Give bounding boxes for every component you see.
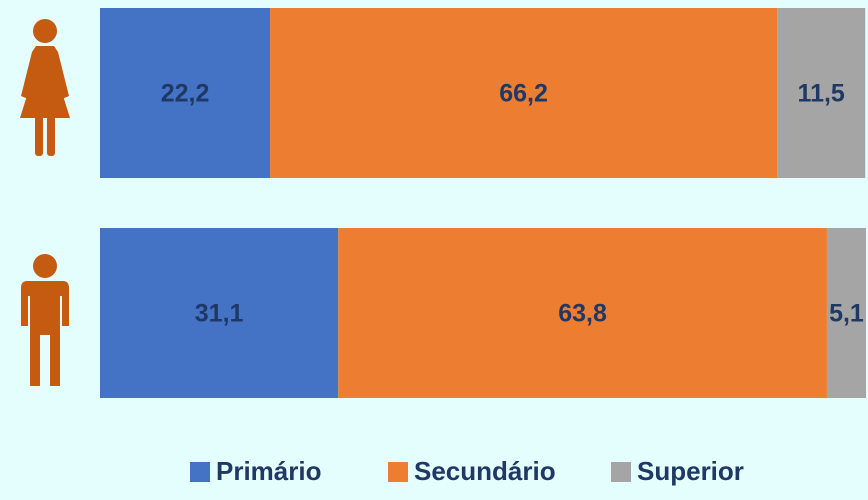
value-label: 11,5 (798, 80, 845, 108)
male-icon (21, 254, 69, 386)
value-label: 66,2 (499, 80, 548, 108)
legend-label: Primário (216, 456, 322, 486)
legend-label: Secundário (414, 456, 556, 486)
female-icon (20, 19, 70, 156)
legend-swatch (611, 462, 631, 482)
bar-segment (270, 8, 778, 178)
bar-segment (100, 8, 271, 178)
bar-segment (777, 8, 866, 178)
legend-label: Superior (637, 456, 744, 486)
legend-swatch (190, 462, 210, 482)
value-label: 5,1 (829, 300, 864, 328)
value-label: 31,1 (195, 300, 244, 328)
bar-segment (338, 228, 827, 398)
legend-swatch (388, 462, 408, 482)
value-label: 63,8 (558, 300, 607, 328)
value-label: 22,2 (161, 80, 210, 108)
bar-segment (100, 228, 339, 398)
bar-segment (826, 228, 866, 398)
